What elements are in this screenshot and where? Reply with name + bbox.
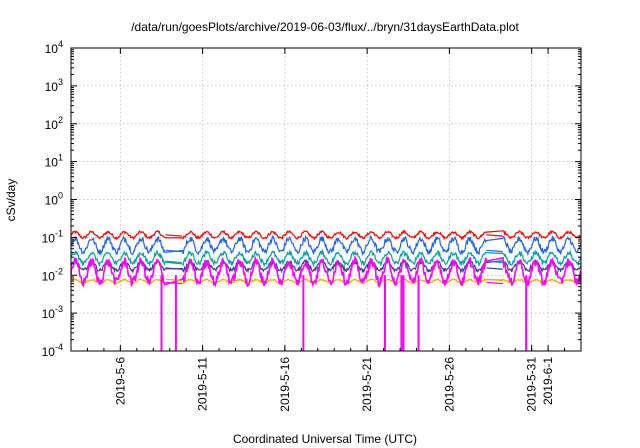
y-tick-label: 101 [45,153,63,170]
y-tick-label: 10-4 [42,342,63,359]
y-tick-label: 10-1 [42,228,63,245]
gap-bridge-line [486,260,503,264]
x-tick-label: 2019-5-6 [113,357,127,405]
gap-bridge-line [486,281,503,285]
y-tick-label: 103 [45,77,63,94]
x-tick-label: 2019-5-21 [360,357,374,412]
series-line-0 [70,229,582,241]
gap-bridge-line [165,249,183,253]
y-axis-ticks: 10-4 10-3 10-2 10-1 100 101 102 103 104 [42,39,581,359]
series-group [70,229,582,351]
chart-title: /data/run/goesPlots/archive/2019-06-03/f… [131,20,519,34]
x-tick-label: 2019-5-31 [525,357,539,412]
gap-bridge-line [165,234,183,237]
x-tick-label: 2019-5-26 [442,357,456,412]
grid [71,47,581,352]
y-tick-label: 10-2 [42,266,63,283]
y-axis-label: cSv/day [4,179,18,222]
series-line-5 [70,255,582,288]
gap-bridge-line [486,234,503,237]
y-tick-label: 102 [45,115,63,132]
gap-bridge-line [165,260,183,264]
x-tick-label: 2019-6-1 [541,357,555,405]
y-tick-label: 104 [45,39,63,56]
series-line-1 [70,234,582,257]
gap-bridge-line [486,267,503,270]
gap-bridge-line [165,278,183,282]
gap-bridge-line [165,267,183,270]
x-tick-label: 2019-5-11 [196,357,210,411]
x-tick-label: 2019-5-16 [278,357,292,412]
gap-bridge-line [486,278,503,282]
series-line-2 [70,248,582,268]
gap-bridge-line [165,281,183,285]
gap-bridge-line [486,249,503,253]
y-tick-label: 10-3 [42,304,63,321]
x-axis-label: Coordinated Universal Time (UTC) [233,432,417,446]
y-tick-label: 100 [45,191,63,208]
x-axis-ticks: 2019-5-6 2019-5-11 2019-5-16 2019-5-21 2019-… [70,48,582,412]
